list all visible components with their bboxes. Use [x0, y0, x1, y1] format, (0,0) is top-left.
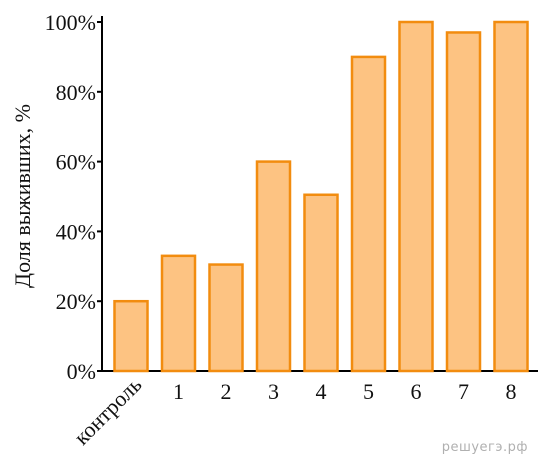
- bar-4: [303, 193, 339, 373]
- x-tick-label: 4: [316, 379, 327, 404]
- y-tick-label: 20%: [56, 289, 96, 314]
- bar-8: [493, 20, 529, 373]
- x-tick-label: 2: [221, 379, 232, 404]
- y-tick-label: 80%: [56, 80, 96, 105]
- x-tick-label: 3: [268, 379, 279, 404]
- watermark: решуегэ.рф: [441, 440, 528, 455]
- y-tick-label: 40%: [56, 219, 96, 244]
- bar-3: [255, 160, 292, 373]
- x-tick-label: 8: [506, 379, 517, 404]
- y-tick-label: 0%: [67, 359, 96, 384]
- x-tick-labels: контроль 1 2 3 4 5 6 7 8: [69, 372, 517, 450]
- bar-6: [398, 20, 434, 373]
- x-tick-label: 6: [411, 379, 422, 404]
- x-tick-label: 1: [173, 379, 184, 404]
- bar-2: [208, 263, 244, 373]
- y-axis-label: Доля выживших, %: [10, 104, 35, 288]
- bars: [113, 20, 529, 373]
- x-tick-label: 7: [458, 379, 469, 404]
- bar-контроль: [113, 299, 149, 373]
- y-tick-label: 60%: [56, 150, 96, 175]
- y-ticks: 0% 20% 40% 60% 80% 100%: [45, 10, 103, 384]
- bar-1: [160, 254, 197, 373]
- bar-5: [350, 55, 387, 373]
- x-tick-label: 5: [363, 379, 374, 404]
- bar-7: [445, 31, 482, 373]
- y-tick-label: 100%: [45, 10, 96, 35]
